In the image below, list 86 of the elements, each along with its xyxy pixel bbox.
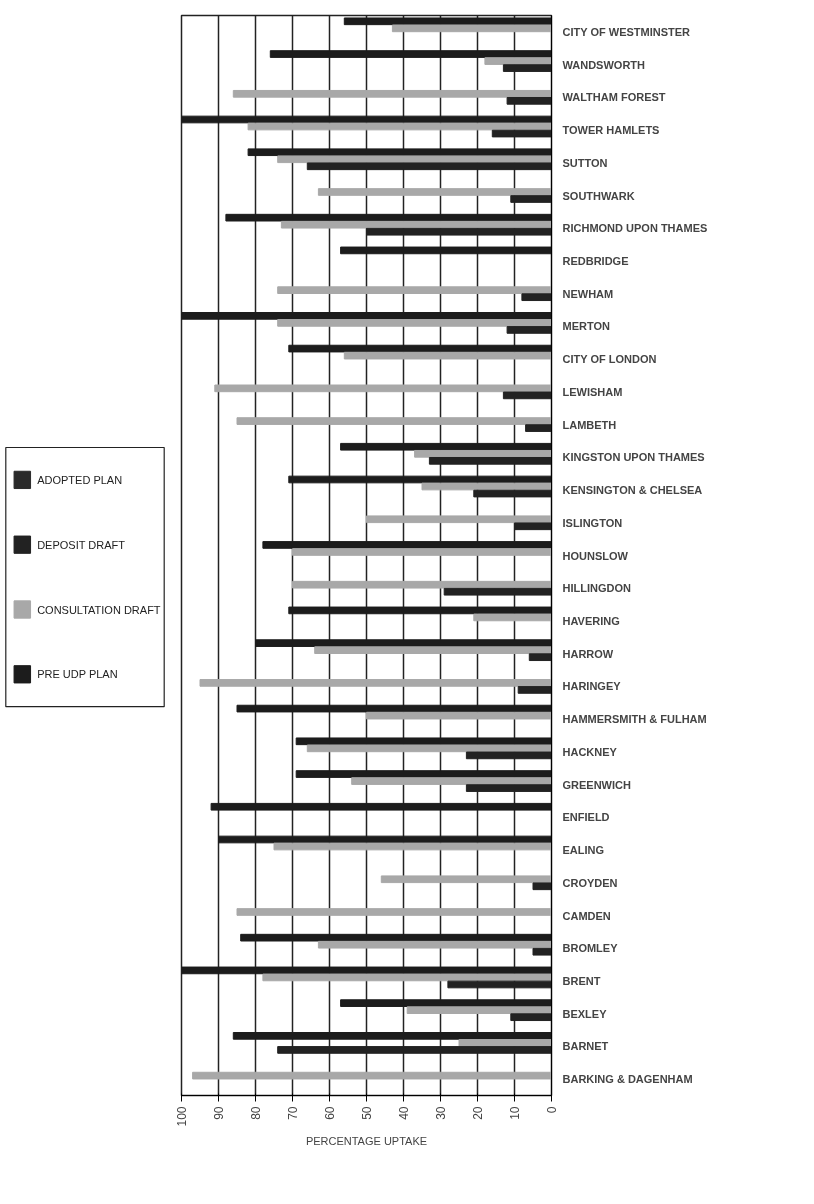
x-tick-label: 30 [434,1106,448,1120]
bar [277,319,552,327]
bar [317,188,552,196]
bar [532,947,552,956]
bar [262,973,552,982]
y-tick-label: HAVERING [562,614,620,627]
bar [528,653,552,662]
y-tick-label: BARKING & DAGENHAM [562,1073,693,1086]
y-tick-label: SOUTHWARK [562,189,635,202]
bar [277,286,552,295]
y-tick-label: KINGSTON UPON THAMES [562,451,705,464]
x-tick-label: 0 [545,1106,559,1114]
y-tick-label: CAMDEN [562,909,611,922]
y-tick-label: LAMBETH [562,418,617,431]
y-tick-label: HOUNSLOW [562,549,629,562]
y-tick-label: ISLINGTON [562,516,623,529]
bar [280,220,552,229]
y-tick-label: WALTHAM FOREST [562,91,666,104]
bar [525,424,552,432]
bar [421,482,552,491]
x-tick-label: 10 [508,1106,522,1120]
y-tick-label: TOWER HAMLETS [562,124,660,137]
bar [458,1039,552,1047]
y-tick-label: BRENT [562,974,601,987]
y-tick-label: LEWISHAM [562,385,623,398]
bar [521,293,552,302]
x-axis-title: PERCENTAGE UPTAKE [305,1134,428,1147]
x-tick-label: 100 [175,1106,189,1127]
y-tick-label: EALING [562,844,605,857]
bar [273,842,552,851]
x-tick-label: 60 [323,1106,337,1120]
y-tick-label: BARNET [562,1040,609,1053]
bar [236,417,552,425]
y-tick-label: SUTTON [562,156,608,169]
bar [292,580,552,589]
y-tick-label: CROYDEN [562,876,618,889]
y-tick-label: RICHMOND UPON THAMES [562,222,708,235]
x-tick-label: 80 [249,1106,263,1120]
y-tick-label: CITY OF WESTMINSTER [562,25,691,38]
y-tick-label: HILLINGDON [562,582,631,595]
bar [306,744,552,753]
bar [484,57,552,65]
bar [199,679,552,687]
bar [314,646,552,655]
bar [414,449,552,458]
bar [277,155,552,164]
y-tick-label: BROMLEY [562,942,619,955]
legend-label: PRE UDP PLAN [37,668,118,681]
y-tick-label: HAMMERSMITH & FULHAM [562,713,707,726]
bar [473,613,552,622]
bar [236,908,552,916]
bar [380,875,552,884]
y-tick-label: ENFIELD [562,811,610,824]
y-tick-label: KENSINGTON & CHELSEA [562,484,703,497]
bar [292,548,552,556]
x-tick-label: 70 [286,1106,300,1120]
legend-label: DEPOSIT DRAFT [37,538,126,551]
y-tick-label: BEXLEY [562,1007,608,1020]
y-tick-label: CITY OF LONDON [562,353,657,366]
y-tick-label: MERTON [562,320,611,333]
bar [192,1071,552,1080]
bar [406,1006,552,1015]
x-tick-label: 50 [360,1106,374,1120]
legend-label: CONSULTATION DRAFT [37,603,161,616]
y-tick-label: WANDSWORTH [562,58,646,71]
bar [232,89,552,98]
bar [366,711,552,720]
y-tick-label: HACKNEY [562,745,618,758]
bar [317,940,552,949]
legend-label: ADOPTED PLAN [37,473,123,486]
y-tick-label: HARINGEY [562,680,622,693]
bar [517,686,552,694]
bar [247,122,552,131]
x-tick-label: 90 [212,1106,226,1120]
y-tick-label: HARROW [562,647,614,660]
y-tick-label: GREENWICH [562,778,631,791]
x-tick-label: 40 [397,1106,411,1120]
bar [214,384,552,393]
bar [532,882,552,891]
bar [351,777,552,785]
bar [343,351,552,360]
y-tick-label: NEWHAM [562,287,614,300]
bar [366,515,552,524]
x-tick-label: 20 [471,1106,485,1120]
y-tick-label: REDBRIDGE [562,254,629,267]
bar [391,24,552,33]
